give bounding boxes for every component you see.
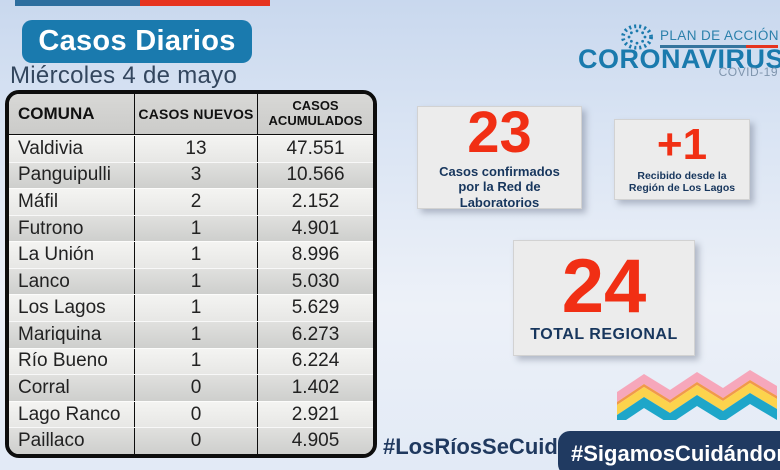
plan-underline-blue xyxy=(660,45,746,48)
nuevos-cell: 1 xyxy=(134,322,257,348)
report-date: Miércoles 4 de mayo xyxy=(10,62,238,89)
plan-de-accion-label: PLAN DE ACCIÓN xyxy=(660,28,779,43)
flag-stripe xyxy=(15,0,270,6)
acumulados-cell: 10.566 xyxy=(257,162,373,189)
lab-confirmed-box: 23 Casos confirmados por la Red de Labor… xyxy=(417,99,582,210)
header-casos-nuevos: CASOS NUEVOS xyxy=(134,94,257,134)
regional-total-box: 24 TOTAL REGIONAL xyxy=(513,240,695,356)
virus-icon xyxy=(621,24,653,50)
comuna-cell: Mariquina xyxy=(18,323,102,345)
plan-underline xyxy=(660,45,778,48)
cases-table: COMUNA CASOS NUEVOS CASOS ACUMULADOS Val… xyxy=(5,90,377,458)
hashtag-sigamos-banner: #SigamosCuidándonos xyxy=(558,431,780,470)
plan-underline-red xyxy=(746,45,778,48)
nuevos-cell: 1 xyxy=(134,295,257,322)
coronavirus-action-plan-logo: PLAN DE ACCIÓN CORONAVIRUS COVID-19 xyxy=(578,22,780,80)
hashtag-sigamos-label: #SigamosCuidándonos xyxy=(571,440,780,466)
table-row: Paillaco 0 4.905 xyxy=(9,427,373,454)
comuna-cell: Lanco xyxy=(18,270,70,292)
comuna-cell: Panguipulli xyxy=(18,164,111,186)
nuevos-cell: 13 xyxy=(134,136,257,162)
comuna-cell: Máfil xyxy=(18,190,59,212)
table-row: Mariquina 1 6.273 xyxy=(9,321,373,348)
comuna-cell: Lago Ranco xyxy=(18,403,121,425)
nuevos-cell: 1 xyxy=(134,215,257,242)
comuna-cell: Futrono xyxy=(18,217,84,239)
table-row: Lanco 1 5.030 xyxy=(9,267,373,295)
acumulados-cell: 8.996 xyxy=(257,242,373,268)
table-row: Los Lagos 1 5.629 xyxy=(9,294,373,322)
nuevos-cell: 1 xyxy=(134,348,257,375)
comuna-cell: Corral xyxy=(18,376,70,398)
acumulados-cell: 6.224 xyxy=(257,348,373,375)
comuna-cell: Valdivia xyxy=(18,137,84,159)
acumulados-cell: 6.273 xyxy=(257,322,373,348)
flag-stripe-red xyxy=(140,0,270,6)
table-header-row: COMUNA CASOS NUEVOS CASOS ACUMULADOS xyxy=(9,94,373,135)
table-row: Lago Ranco 0 2.921 xyxy=(9,400,373,428)
acumulados-cell: 1.402 xyxy=(257,375,373,401)
nuevos-cell: 0 xyxy=(134,428,257,454)
nuevos-cell: 3 xyxy=(134,162,257,189)
header-casos-acumulados: CASOS ACUMULADOS xyxy=(257,94,373,134)
flag-stripe-blue xyxy=(15,0,140,6)
table-row: Panguipulli 3 10.566 xyxy=(9,161,373,189)
table-row: Máfil 2 2.152 xyxy=(9,188,373,215)
regional-total-value: 24 xyxy=(561,244,647,330)
table-row: Valdivia 13 47.551 xyxy=(9,135,373,162)
acumulados-cell: 47.551 xyxy=(257,136,373,162)
table-row: Río Bueno 1 6.224 xyxy=(9,347,373,375)
lab-confirmed-label: Casos confirmados por la Red de Laborato… xyxy=(439,164,560,210)
received-cases-box: +1 Recibido desde la Región de Los Lagos xyxy=(614,119,750,200)
nuevos-cell: 2 xyxy=(134,189,257,215)
comuna-cell: Paillaco xyxy=(18,430,85,452)
nuevos-cell: 1 xyxy=(134,268,257,295)
acumulados-cell: 5.629 xyxy=(257,295,373,322)
comuna-cell: Los Lagos xyxy=(18,297,106,319)
nuevos-cell: 1 xyxy=(134,242,257,268)
hashtag-losrios: #LosRíosSeCuida xyxy=(383,434,571,459)
coronavirus-wordmark: CORONAVIRUS xyxy=(578,44,780,74)
page-title: Casos Diarios xyxy=(22,20,252,63)
received-cases-value: +1 xyxy=(656,120,708,170)
table-row: La Unión 1 8.996 xyxy=(9,241,373,268)
header-comuna: COMUNA xyxy=(18,104,95,123)
acumulados-cell: 4.905 xyxy=(257,428,373,454)
acumulados-cell: 5.030 xyxy=(257,268,373,295)
comuna-cell: Río Bueno xyxy=(18,350,108,372)
table-row: Futrono 1 4.901 xyxy=(9,214,373,242)
nuevos-cell: 0 xyxy=(134,375,257,401)
lab-confirmed-value: 23 xyxy=(467,99,532,165)
received-cases-label: Recibido desde la Región de Los Lagos xyxy=(628,170,736,195)
acumulados-cell: 2.152 xyxy=(257,189,373,215)
regional-total-label: TOTAL REGIONAL xyxy=(530,325,678,343)
zigzag-decoration xyxy=(617,370,777,420)
covid19-label: COVID-19 xyxy=(718,65,778,79)
acumulados-cell: 2.921 xyxy=(257,401,373,428)
acumulados-cell: 4.901 xyxy=(257,215,373,242)
comuna-cell: La Unión xyxy=(18,244,95,266)
table-row: Corral 0 1.402 xyxy=(9,374,373,401)
nuevos-cell: 0 xyxy=(134,401,257,428)
